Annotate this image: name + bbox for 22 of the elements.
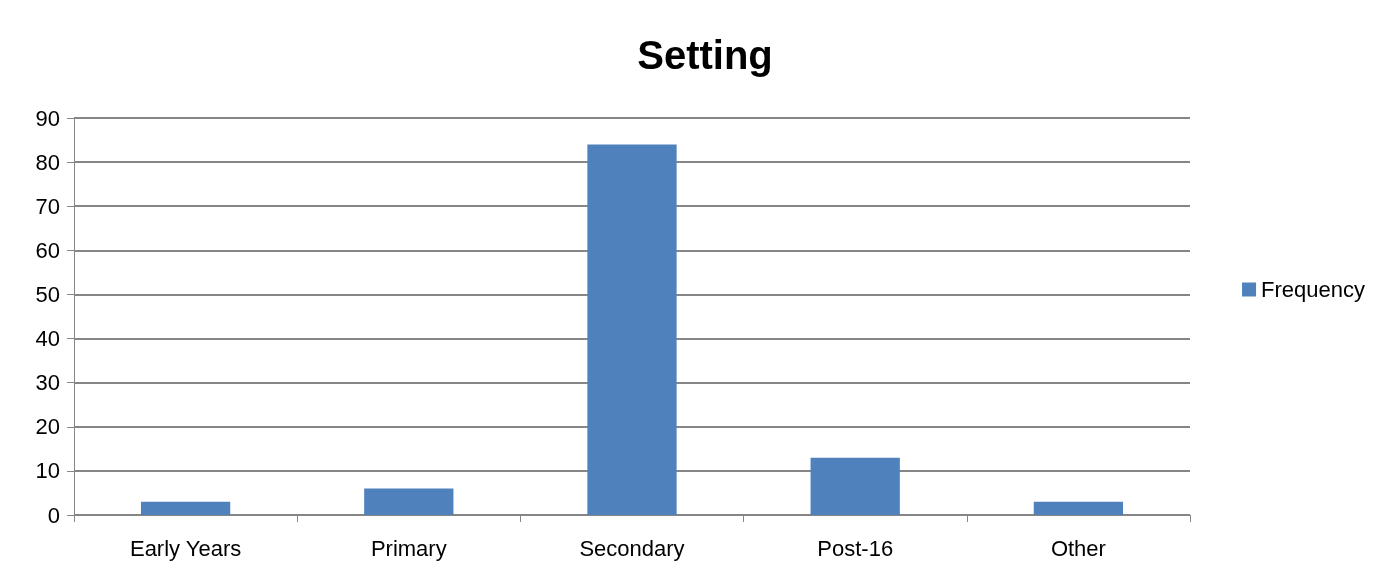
x-tick-label: Post-16 <box>817 535 894 561</box>
y-tick-label: 90 <box>35 105 60 131</box>
x-tick-label: Other <box>1050 535 1106 561</box>
bar <box>587 144 677 515</box>
bar <box>810 457 900 515</box>
y-tick-label: 0 <box>47 502 60 528</box>
y-tick-label: 70 <box>35 193 60 219</box>
x-tick-label: Secondary <box>579 535 685 561</box>
y-tick-label: 50 <box>35 281 60 307</box>
y-tick-label: 30 <box>35 370 60 396</box>
x-tick-label: Early Years <box>129 535 242 561</box>
y-tick-label: 40 <box>35 326 60 352</box>
bar <box>1033 501 1124 515</box>
y-tick-label: 20 <box>35 414 60 440</box>
x-tick-label: Primary <box>370 535 447 561</box>
y-tick-label: 80 <box>35 149 60 175</box>
bar <box>140 501 231 515</box>
chart-title: Setting <box>637 33 773 77</box>
bar <box>364 488 454 515</box>
y-tick-label: 10 <box>35 458 60 484</box>
y-tick-label: 60 <box>35 237 60 263</box>
legend-label: Frequency <box>1261 277 1366 302</box>
